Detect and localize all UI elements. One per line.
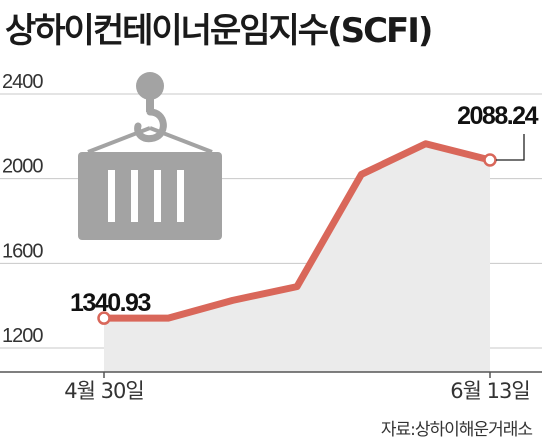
- chart-title: 상하이컨테이너운임지수(SCFI): [5, 11, 431, 51]
- plot-area: [0, 140, 542, 373]
- crane-hook: [134, 108, 167, 143]
- source-note: 자료:상하이해운거래소: [381, 420, 532, 440]
- data-label: 2088.24: [457, 102, 538, 130]
- x-tick-label: 4월 30일: [64, 379, 143, 403]
- y-axis-ticks: 1200 1600 2000 2400: [2, 71, 44, 347]
- y-tick-label: 1600: [2, 240, 43, 262]
- y-tick-label: 1200: [2, 325, 43, 347]
- container-rib: [131, 170, 138, 222]
- crane-cable-left: [87, 126, 151, 154]
- container-crane-icon: [78, 72, 222, 240]
- container-rib: [154, 170, 161, 222]
- data-point-marker: [97, 311, 111, 325]
- series-line: [100, 140, 494, 322]
- container-rib: [108, 170, 115, 222]
- data-label: 1340.93: [70, 289, 150, 317]
- crane-hook-ball: [136, 72, 164, 100]
- container-rib: [177, 170, 184, 222]
- data-point-marker: [483, 153, 497, 167]
- data-labels: 1340.93 2088.24: [70, 102, 540, 325]
- callout-leader-line: [496, 134, 525, 161]
- container-body: [78, 152, 222, 240]
- y-tick-label: 2000: [2, 156, 43, 178]
- crane-cable-right: [149, 126, 213, 154]
- y-tick-label: 2400: [2, 71, 43, 93]
- series-area: [104, 143, 490, 372]
- x-tick-label: 6월 13일: [450, 379, 529, 403]
- x-axis-ticks: 4월 30일 6월 13일: [64, 372, 531, 403]
- crane-hook-shaft: [146, 96, 154, 112]
